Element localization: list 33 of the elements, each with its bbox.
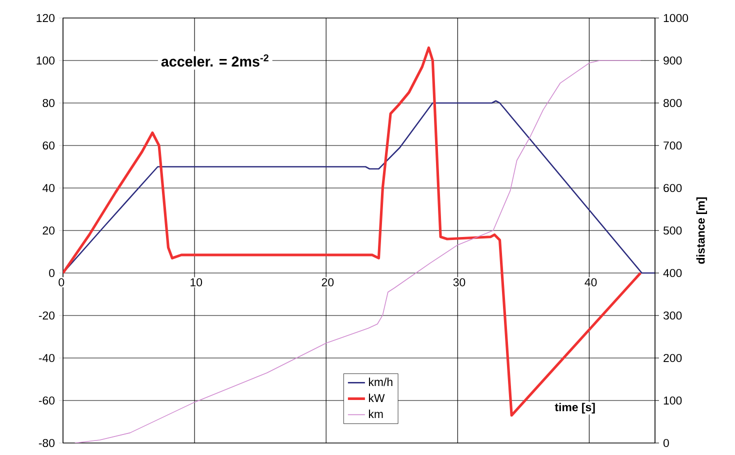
y2-tick-label: 300 — [663, 311, 682, 320]
legend-label: km — [368, 410, 383, 418]
legend-label: kW — [368, 394, 385, 402]
x-tick-label: 20 — [322, 278, 334, 286]
y2-tick-label: 1000 — [664, 14, 688, 22]
y-tick-label: -60 — [38, 396, 55, 405]
y-tick-label: 60 — [42, 141, 55, 150]
y2-tick-label: 500 — [663, 226, 682, 235]
y2-axis-title: distance [m] — [696, 197, 708, 264]
annotation: acceler. = 2ms$^{-2}$ — [161, 54, 268, 67]
y2-tick-label: 200 — [664, 354, 682, 362]
y2-tick-label: 800 — [664, 98, 682, 108]
y2-tick-label: 400 — [663, 268, 682, 278]
y-tick-label: 20 — [42, 226, 55, 235]
y2-tick-label: 100 — [664, 396, 682, 405]
x-axis-title: time [s] — [554, 402, 595, 414]
x-tick-label: 10 — [190, 278, 202, 286]
y-tick-label: 120 — [36, 14, 55, 22]
y-tick-label: 40 — [42, 184, 55, 192]
y-tick-label: -20 — [38, 311, 55, 320]
y2-tick-label: 600 — [664, 184, 682, 192]
x-tick-label: 0 — [58, 278, 64, 286]
y-tick-label: 0 — [49, 268, 55, 278]
x-tick-label: 40 — [584, 278, 597, 286]
y2-tick-label: 700 — [664, 141, 682, 150]
y-tick-label: 100 — [36, 56, 55, 65]
y-tick-label: -80 — [38, 438, 55, 448]
x-tick-label: 30 — [453, 278, 466, 286]
y2-tick-label: 0 — [663, 438, 669, 448]
y-tick-label: -40 — [38, 354, 55, 362]
legend-label: km/h — [368, 378, 392, 386]
y-tick-label: 80 — [42, 98, 55, 108]
y2-tick-label: 900 — [664, 56, 682, 65]
